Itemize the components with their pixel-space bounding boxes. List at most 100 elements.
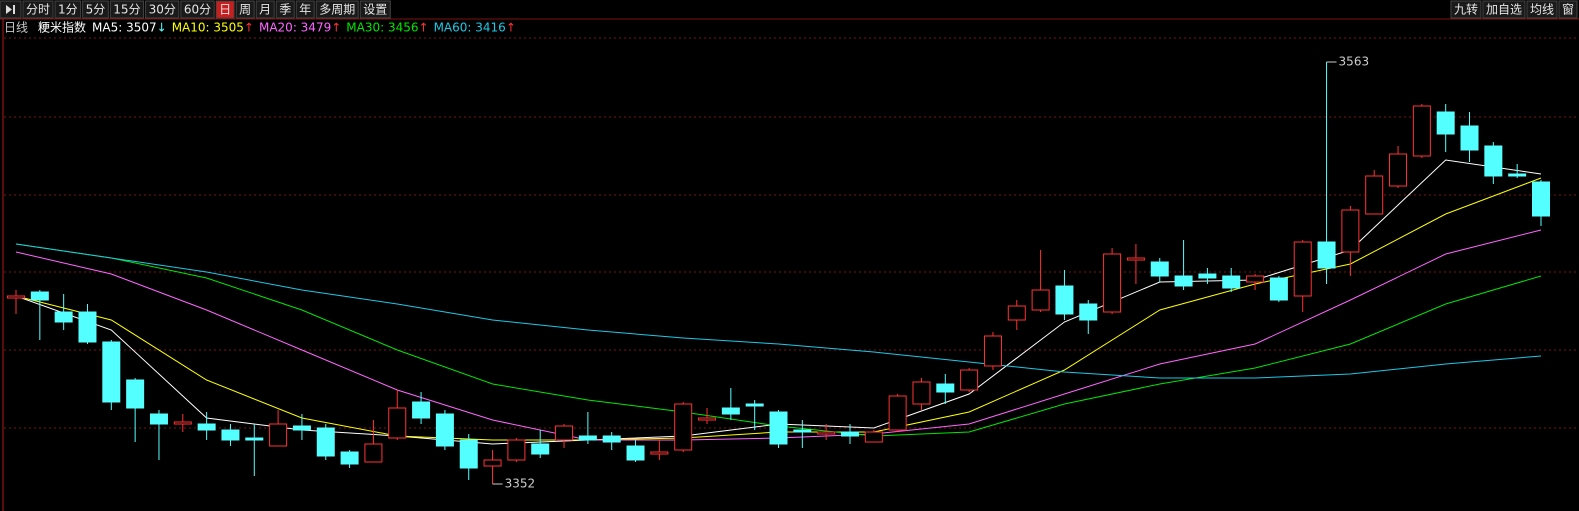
candle-body xyxy=(1532,181,1550,217)
candle-body xyxy=(412,401,431,419)
toolbar-button-label[interactable]: 多周期 xyxy=(319,3,355,17)
toolbar-button-label[interactable]: 季 xyxy=(279,3,291,17)
toolbar-button[interactable] xyxy=(275,0,295,19)
legend-trend: ↑ xyxy=(506,21,516,35)
toolbar-button[interactable] xyxy=(359,0,391,19)
candle-body xyxy=(78,311,97,343)
toolbar-icon[interactable] xyxy=(0,0,22,19)
toolbar-button[interactable] xyxy=(255,0,275,19)
toolbar-button[interactable] xyxy=(215,0,235,19)
extreme-label: 3352 xyxy=(505,477,536,491)
icon-bar xyxy=(13,5,15,14)
candle-body xyxy=(578,435,597,441)
icon-arrow xyxy=(6,5,12,14)
toolbar-button-label[interactable]: 5分 xyxy=(86,3,106,17)
candle-body xyxy=(960,369,979,391)
candle-body xyxy=(292,425,311,431)
toolbar-button-label[interactable]: 均线 xyxy=(1530,3,1554,17)
legend-entry: MA5: 3507 xyxy=(92,21,157,35)
candle-body xyxy=(1389,153,1408,187)
extreme-label: 3563 xyxy=(1339,55,1370,69)
toolbar-button-label[interactable]: 窗 xyxy=(1562,3,1574,17)
period-label: 日线 xyxy=(4,21,28,35)
candle-body xyxy=(1103,253,1122,313)
candle-body xyxy=(1198,273,1217,279)
candle-body xyxy=(102,341,121,403)
candle-body xyxy=(817,431,836,435)
toolbar-button[interactable] xyxy=(54,0,82,19)
toolbar-button-label[interactable]: 60分 xyxy=(184,3,211,17)
toolbar-button[interactable] xyxy=(315,0,359,19)
candle-body xyxy=(602,435,621,443)
candle-body xyxy=(840,431,859,437)
toolbar-button[interactable] xyxy=(109,0,145,19)
toolbar-button[interactable] xyxy=(1482,0,1526,19)
candle-body xyxy=(197,423,216,431)
candle-body xyxy=(1031,289,1050,311)
legend-entry: MA20: 3479 xyxy=(259,21,331,35)
candle-body xyxy=(1460,125,1479,151)
candle-body xyxy=(1365,175,1384,215)
toolbar-button-label[interactable]: 周 xyxy=(239,3,251,17)
toolbar-button-label[interactable]: 日 xyxy=(219,3,231,17)
candle-body xyxy=(221,429,240,441)
legend-trend: ↑ xyxy=(331,21,341,35)
candle-body xyxy=(864,431,883,443)
candle-body xyxy=(1174,275,1193,287)
candle-body xyxy=(650,451,669,455)
candle-body xyxy=(745,403,764,407)
candle-body xyxy=(54,311,73,323)
candle-body xyxy=(388,407,407,439)
candle-body xyxy=(1055,285,1074,315)
candle-body xyxy=(888,395,907,431)
toolbar-button[interactable] xyxy=(295,0,315,19)
toolbar-button[interactable] xyxy=(1558,0,1578,19)
candle-body xyxy=(721,407,740,415)
candle-body xyxy=(1317,241,1336,269)
chart-title: 粳米指数 xyxy=(38,20,86,35)
candle-body xyxy=(507,439,526,461)
toolbar-button-label[interactable]: 30分 xyxy=(149,3,176,17)
toolbar-button-label[interactable]: 1分 xyxy=(58,3,78,17)
candle-body xyxy=(1412,105,1431,157)
candle-body xyxy=(1150,261,1169,277)
toolbar-button[interactable] xyxy=(145,0,180,19)
legend-trend: ↑ xyxy=(244,21,254,35)
toolbar-button[interactable] xyxy=(1450,0,1482,19)
toolbar-button[interactable] xyxy=(22,0,54,19)
toolbar-button[interactable] xyxy=(82,0,109,19)
candle-body xyxy=(316,427,335,457)
candle-body xyxy=(793,429,812,433)
legend-trend: ↑ xyxy=(419,21,429,35)
toolbar-button[interactable] xyxy=(180,0,215,19)
candle-body xyxy=(173,421,192,425)
toolbar-button-label[interactable]: 设置 xyxy=(363,3,387,17)
candle-body xyxy=(1079,303,1098,321)
toolbar-button-label[interactable]: 月 xyxy=(259,3,271,17)
legend-trend: ↓ xyxy=(157,21,167,35)
candle-body xyxy=(1484,145,1503,177)
candle-body xyxy=(1246,275,1265,283)
candle-body xyxy=(30,291,49,301)
candle-body xyxy=(1126,257,1145,261)
candle-body xyxy=(126,379,145,409)
candle-body xyxy=(674,403,693,451)
toolbar-button-label[interactable]: 九转 xyxy=(1454,2,1478,17)
candle-body xyxy=(245,437,264,441)
toolbar-button[interactable] xyxy=(235,0,255,19)
candle-body xyxy=(364,443,383,463)
toolbar-button-label[interactable]: 分时 xyxy=(26,3,50,17)
toolbar-button-label[interactable]: 15分 xyxy=(113,3,140,17)
candle-body xyxy=(149,413,168,425)
candle-body xyxy=(936,383,955,393)
candle-body xyxy=(1269,277,1288,301)
candle-body xyxy=(555,425,574,441)
toolbar-button[interactable] xyxy=(1526,0,1558,19)
candle-body xyxy=(1222,275,1241,289)
candle-body xyxy=(531,443,550,455)
toolbar-button-label[interactable]: 年 xyxy=(299,3,311,17)
toolbar-button-label[interactable]: 加自选 xyxy=(1486,3,1522,17)
